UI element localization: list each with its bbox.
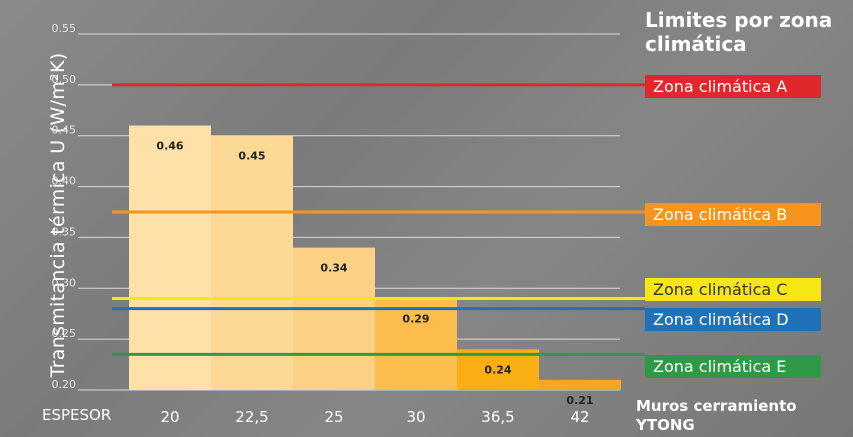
bar bbox=[129, 125, 211, 391]
y-tick-label: 0.45 bbox=[52, 124, 77, 137]
bar bbox=[539, 379, 621, 390]
bar bbox=[457, 349, 539, 390]
y-tick-label: 0.25 bbox=[52, 327, 77, 340]
y-axis-label: Transmitancia térmica U (W/m²K) bbox=[47, 52, 69, 378]
bar-value-label: 0.29 bbox=[402, 312, 429, 325]
y-tick-label: 0.50 bbox=[52, 73, 77, 86]
bar bbox=[293, 247, 375, 390]
bar-value-label: 0.46 bbox=[156, 140, 183, 153]
x-tick-label: 20 bbox=[160, 408, 179, 426]
y-tick-label: 0.55 bbox=[52, 22, 77, 35]
x-axis-title: Muros cerramiento YTONG bbox=[636, 397, 797, 434]
y-tick-label: 0.40 bbox=[52, 175, 77, 188]
x-axis-prefix: ESPESOR bbox=[42, 406, 112, 424]
x-tick-label: 42 bbox=[570, 408, 589, 426]
y-tick-label: 0.35 bbox=[52, 225, 77, 238]
bar-value-label: 0.21 bbox=[566, 394, 593, 407]
legend-entry: Zona climática E bbox=[645, 355, 821, 378]
bar bbox=[375, 298, 457, 390]
x-tick-label: 36,5 bbox=[481, 408, 514, 426]
legend-entry: Zona climática D bbox=[645, 308, 821, 331]
x-tick-label: 30 bbox=[406, 408, 425, 426]
legend-entry: Zona climática B bbox=[645, 203, 821, 226]
x-tick-label: 25 bbox=[324, 408, 343, 426]
bar bbox=[211, 135, 293, 390]
y-tick-label: 0.20 bbox=[52, 378, 77, 391]
legend-title: Limites por zona climática bbox=[645, 8, 833, 56]
legend-entry: Zona climática C bbox=[645, 278, 821, 301]
bar-value-label: 0.34 bbox=[320, 262, 347, 275]
y-tick-label: 0.30 bbox=[52, 276, 77, 289]
legend-entry: Zona climática A bbox=[645, 75, 821, 98]
bar-value-label: 0.24 bbox=[484, 363, 511, 376]
x-tick-label: 22,5 bbox=[235, 408, 268, 426]
bar-value-label: 0.45 bbox=[238, 150, 265, 163]
